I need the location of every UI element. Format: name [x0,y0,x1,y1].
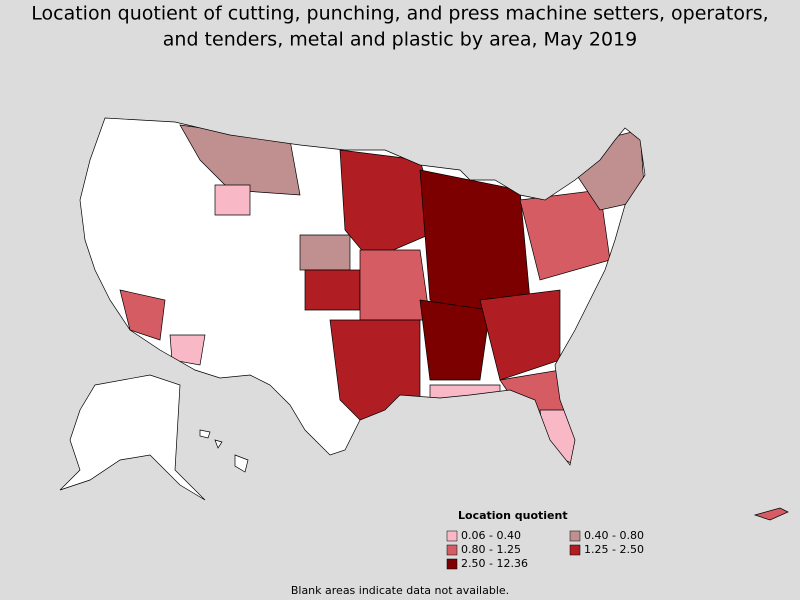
region [359,249,431,321]
legend-label: 2.50 - 12.36 [461,557,528,570]
region [539,409,576,465]
puerto-rico [753,507,789,521]
alaska [59,374,206,501]
hawaii [199,429,249,473]
legend-title: Location quotient [458,509,568,522]
legend-swatch [569,530,581,542]
legend-label: 1.25 - 2.50 [584,543,644,556]
legend-swatch [446,530,458,542]
legend-label: 0.80 - 1.25 [461,543,521,556]
title-line: Location quotient of cutting, punching, … [31,3,768,25]
us-map [59,117,789,521]
region [304,269,361,311]
region [419,299,491,381]
region [299,234,351,271]
legend-label: 0.40 - 0.80 [584,529,644,542]
note: Blank areas indicate data not available. [291,584,509,597]
legend-label: 0.06 - 0.40 [461,529,521,542]
legend-swatch [446,544,458,556]
region [119,289,166,341]
legend-swatch [446,558,458,570]
legend-swatch [569,544,581,556]
legend: Location quotient 0.06 - 0.40 0.40 - 0.80… [446,509,644,570]
title-line: and tenders, metal and plastic by area, … [163,29,637,51]
us-outline [79,117,646,466]
region [214,184,251,216]
region [169,334,206,366]
